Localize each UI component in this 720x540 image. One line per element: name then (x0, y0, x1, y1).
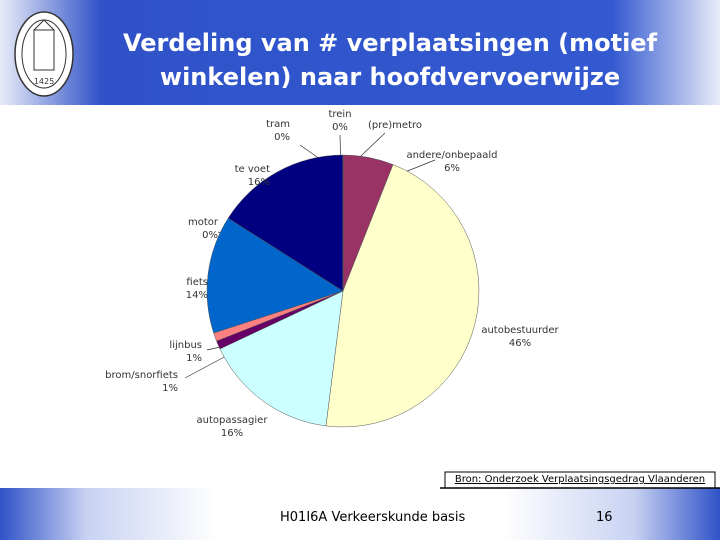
value-label: 0% (274, 132, 290, 143)
pie-chart: Bron: Onderzoek Verplaatsingsgedrag Vlaa… (105, 109, 720, 489)
slice-label: trein (328, 109, 351, 120)
logo-year: 1425 (34, 77, 54, 86)
value-label: 16% (248, 177, 270, 188)
slice-label: tram (266, 119, 290, 130)
value-label: 46% (509, 338, 531, 349)
slice-label: autopassagier (197, 415, 269, 426)
value-label: 16% (221, 428, 243, 439)
page-number: 16 (596, 510, 613, 525)
slice-label: andere/onbepaald (406, 150, 497, 161)
slice-label: brom/snorfiets (105, 370, 178, 381)
pie-slice (325, 164, 480, 428)
slice-label: (pre)metro (368, 120, 422, 131)
pie-slice (206, 217, 344, 334)
pie-slice (219, 290, 344, 427)
footer (0, 488, 720, 540)
slice-label: motor (188, 217, 219, 228)
logo: 1425 (14, 11, 74, 97)
value-label: 0% (202, 230, 218, 241)
slice-label: fiets (186, 277, 208, 288)
slide-title: Verdeling van # verplaatsingen (motief w… (122, 29, 658, 91)
value-label: 14% (186, 290, 208, 301)
slice-label: autobestuurder (481, 325, 559, 336)
header (0, 0, 720, 105)
slice-label: lijnbus (169, 340, 202, 351)
value-label: 1% (186, 353, 202, 364)
value-label: 1% (162, 383, 178, 394)
pie-slice (227, 154, 344, 292)
footer-course: H01I6A Verkeerskunde basis (280, 510, 466, 525)
value-label: 6% (444, 163, 460, 174)
source: Bron: Onderzoek Verplaatsingsgedrag Vlaa… (455, 474, 705, 485)
value-label: 0% (332, 122, 348, 133)
slice-label: te voet (235, 164, 270, 175)
